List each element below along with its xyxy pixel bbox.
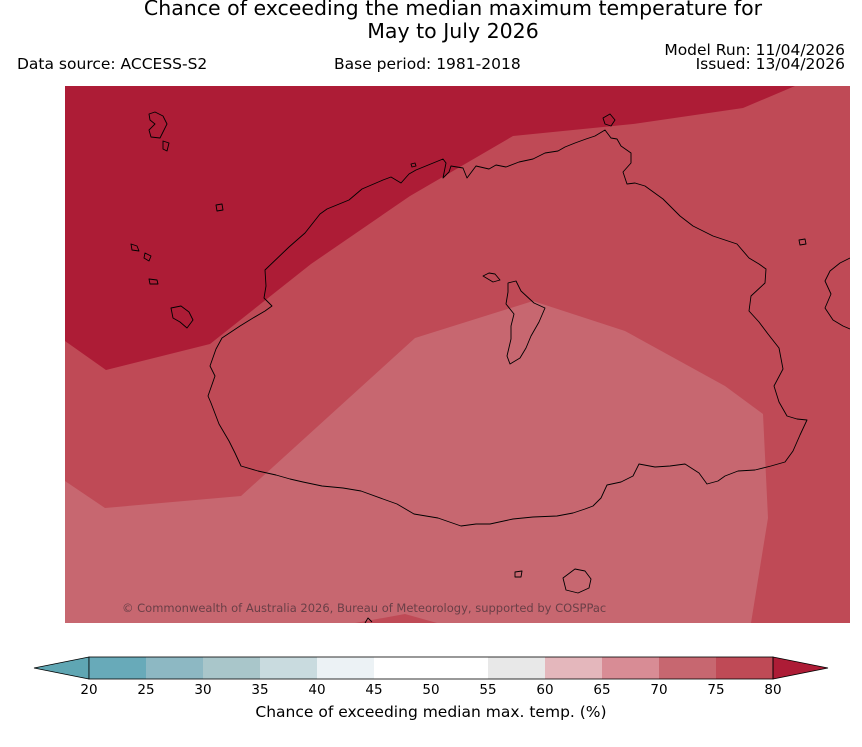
- islet-bottom: [364, 617, 373, 623]
- colorbar-tick-label: 25: [137, 682, 155, 698]
- colorbar-tick-label: 40: [308, 682, 326, 698]
- colorbar-tick-label: 65: [593, 682, 611, 698]
- colorbar-tick-label: 30: [194, 682, 212, 698]
- colorbar-outline: [88, 656, 774, 680]
- island-northwest-large: [148, 111, 168, 139]
- colorbar-segment: [317, 657, 374, 679]
- colorbar-tick-label: 80: [764, 682, 782, 698]
- central-island-coastline: [505, 280, 546, 365]
- islet-south: [514, 570, 523, 578]
- islet-west-1: [215, 203, 224, 212]
- colorbar-tick-label: 50: [422, 682, 440, 698]
- island-far-east: [824, 257, 850, 330]
- colorbar-tick-label: 45: [365, 682, 383, 698]
- colorbar-tick-label: 55: [479, 682, 497, 698]
- colorbar: [33, 656, 829, 682]
- islet-west-2: [130, 243, 140, 252]
- colorbar-tick-label: 35: [251, 682, 269, 698]
- colorbar-ticks: 20 25 30 35 40 45 50 55 60 65 70 75 80: [0, 682, 862, 700]
- issued-date-label: Issued: 13/04/2026: [695, 55, 845, 73]
- colorbar-graphic: [33, 656, 829, 680]
- colorbar-segment: [488, 657, 545, 679]
- colorbar-segment: [431, 657, 488, 679]
- colorbar-segment: [260, 657, 317, 679]
- model-run-label: Model Run: 11/04/2026: [664, 41, 845, 59]
- colorbar-tick-label: 60: [536, 682, 554, 698]
- colorbar-extend-high: [772, 656, 829, 680]
- map-title-line-1: Chance of exceeding the median maximum t…: [143, 0, 763, 20]
- colorbar-tick-label: 70: [650, 682, 668, 698]
- islet-east: [798, 238, 807, 246]
- zone-75-80-bottom-patch: [355, 614, 437, 623]
- colorbar-segment: [659, 657, 716, 679]
- islet-central-north: [482, 272, 501, 283]
- coastlines: [130, 111, 850, 623]
- map-canvas: [65, 86, 850, 623]
- colorbar-segment: [203, 657, 260, 679]
- colorbar-segment: [146, 657, 203, 679]
- colorbar-segment: [716, 657, 773, 679]
- colorbar-segment: [89, 657, 146, 679]
- colorbar-tick-label: 20: [80, 682, 98, 698]
- zone-above-80: [65, 86, 795, 370]
- islet-north-1: [410, 162, 417, 168]
- map-title: Chance of exceeding the median maximum t…: [0, 0, 862, 43]
- colorbar-segment: [374, 657, 431, 679]
- islet-west-4: [148, 278, 159, 285]
- colorbar-segment: [602, 657, 659, 679]
- base-period-label: Base period: 1981-2018: [334, 55, 521, 73]
- island-south: [562, 568, 592, 594]
- colorbar-tick-label: 75: [707, 682, 725, 698]
- copyright-notice: © Commonwealth of Australia 2026, Bureau…: [122, 601, 607, 615]
- colorbar-segment: [545, 657, 602, 679]
- island-northwest-small: [162, 140, 170, 152]
- data-source-label: Data source: ACCESS-S2: [17, 55, 208, 73]
- island-northeast-small: [602, 113, 616, 127]
- probability-map: © Commonwealth of Australia 2026, Bureau…: [65, 86, 850, 623]
- colorbar-label: Chance of exceeding median max. temp. (%…: [255, 703, 607, 721]
- colorbar-extend-low: [33, 656, 90, 680]
- islet-west-3: [143, 252, 152, 262]
- map-title-line-2: May to July 2026: [367, 19, 539, 43]
- island-southwest: [170, 305, 194, 329]
- main-island-coastline: [207, 129, 808, 527]
